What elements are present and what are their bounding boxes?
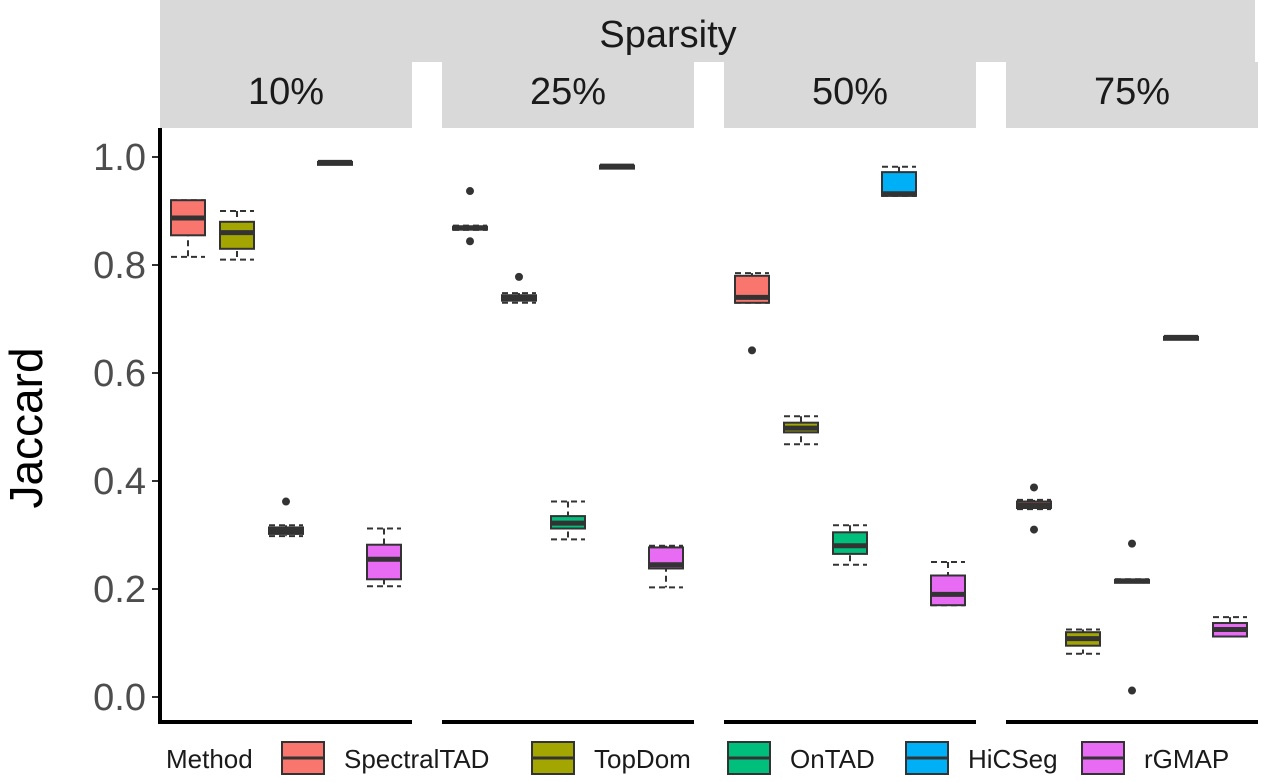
legend-label: HiCSeg bbox=[968, 744, 1058, 774]
legend-label: SpectralTAD bbox=[344, 744, 489, 774]
legend-item-rGMAP: rGMAP bbox=[1081, 741, 1229, 775]
y-tick-label: 0.8 bbox=[93, 245, 146, 287]
y-tick-label: 0.6 bbox=[93, 353, 146, 395]
y-ticks: 0.0 0.2 0.4 0.6 0.8 1.0 bbox=[93, 137, 158, 719]
box-HiCSeg bbox=[317, 159, 353, 166]
facet-header: Sparsity bbox=[160, 0, 1255, 62]
box-iqr bbox=[366, 543, 402, 581]
box-HiCSeg bbox=[881, 165, 917, 197]
y-axis-title: Jaccard bbox=[0, 347, 52, 508]
panel-label: 25% bbox=[530, 71, 606, 113]
box-rGMAP bbox=[366, 527, 402, 588]
panel-50%: 50% bbox=[724, 62, 976, 724]
panel-strip bbox=[724, 62, 976, 128]
outlier-point bbox=[466, 237, 474, 246]
facet-title: Sparsity bbox=[599, 14, 736, 56]
legend-item-HiCSeg: HiCSeg bbox=[905, 741, 1058, 775]
legend-label: rGMAP bbox=[1144, 744, 1229, 774]
box-SpectralTAD bbox=[452, 187, 488, 246]
outlier-point bbox=[1030, 483, 1038, 492]
legend: Method SpectralTAD TopDom OnTAD HiCSeg rGMAP bbox=[166, 741, 1229, 775]
box-OnTAD bbox=[1114, 539, 1150, 695]
box-rGMAP bbox=[648, 544, 684, 589]
panel-25%: 25% bbox=[442, 62, 694, 724]
box-SpectralTAD bbox=[734, 272, 770, 355]
panel-strip bbox=[1006, 62, 1258, 128]
legend-item-SpectralTAD: SpectralTAD bbox=[281, 741, 489, 775]
panels: 10% 25% 50% 75% bbox=[160, 62, 1258, 724]
panel-strip bbox=[442, 62, 694, 128]
panel-label: 50% bbox=[812, 71, 888, 113]
box-rGMAP bbox=[930, 561, 966, 607]
box-iqr bbox=[832, 531, 868, 555]
outlier-point bbox=[282, 497, 290, 506]
box-TopDom bbox=[501, 272, 537, 304]
box-TopDom bbox=[783, 415, 819, 446]
panel-label: 75% bbox=[1094, 71, 1170, 113]
box-OnTAD bbox=[550, 500, 586, 541]
y-tick-label: 0.0 bbox=[93, 677, 146, 719]
box-OnTAD bbox=[832, 524, 868, 566]
box-iqr bbox=[219, 220, 255, 250]
facet-title-strip bbox=[160, 0, 1255, 62]
panel-10%: 10% bbox=[160, 62, 412, 724]
outlier-point bbox=[1030, 525, 1038, 534]
y-tick-label: 0.2 bbox=[93, 569, 146, 611]
box-rGMAP bbox=[1212, 616, 1248, 638]
box-SpectralTAD bbox=[170, 199, 206, 258]
legend-item-TopDom: TopDom bbox=[531, 741, 691, 775]
y-tick-label: 0.4 bbox=[93, 461, 146, 503]
outlier-point bbox=[1128, 539, 1136, 548]
outlier-point bbox=[1128, 686, 1136, 695]
legend-title: Method bbox=[166, 744, 253, 774]
box-OnTAD bbox=[268, 497, 304, 538]
box-TopDom bbox=[219, 210, 255, 261]
y-tick-label: 1.0 bbox=[93, 137, 146, 179]
box-HiCSeg bbox=[599, 163, 635, 170]
outlier-point bbox=[748, 346, 756, 355]
panel-strip bbox=[160, 62, 412, 128]
panel-label: 10% bbox=[248, 71, 324, 113]
box-TopDom bbox=[1065, 628, 1101, 655]
legend-label: OnTAD bbox=[790, 744, 875, 774]
panel-75%: 75% bbox=[1006, 62, 1258, 724]
outlier-point bbox=[515, 272, 523, 281]
box-iqr bbox=[930, 574, 966, 607]
box-SpectralTAD bbox=[1016, 483, 1052, 534]
outlier-point bbox=[466, 187, 474, 196]
legend-label: TopDom bbox=[594, 744, 691, 774]
box-HiCSeg bbox=[1163, 334, 1199, 341]
legend-item-OnTAD: OnTAD bbox=[727, 741, 875, 775]
y-axis: 0.0 0.2 0.4 0.6 0.8 1.0 Jaccard bbox=[0, 128, 162, 724]
